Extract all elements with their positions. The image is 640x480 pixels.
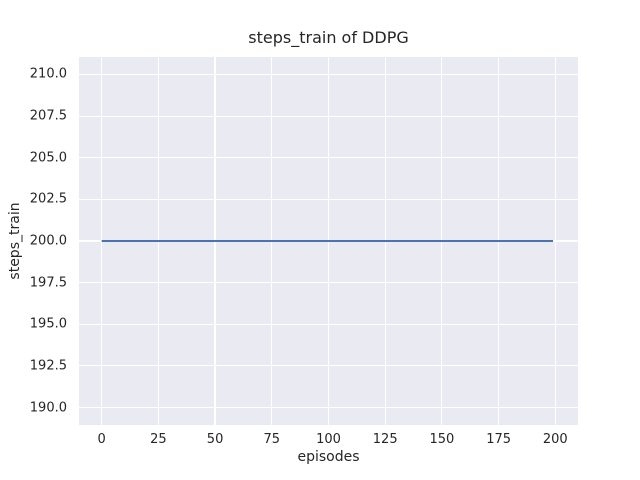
y-tick-label: 195.0 [29,316,67,332]
chart-title: steps_train of DDPG [248,28,409,47]
y-tick-label: 205.0 [29,150,67,166]
x-tick-label: 175 [486,432,512,447]
x-tick-label: 100 [316,432,341,447]
y-tick-label: 202.5 [29,191,67,207]
v-gridline [101,57,103,425]
y-tick-label: 190.0 [29,400,67,416]
y-tick-label: 197.5 [29,275,67,291]
x-axis-label: episodes [297,449,360,465]
x-tick-label: 75 [263,432,281,447]
x-tick-label: 0 [97,432,106,447]
plot-area [79,57,578,425]
x-tick-label: 25 [150,432,167,447]
x-tick-label: 200 [542,432,568,447]
x-tick-label: 50 [206,432,224,447]
y-tick-label: 210.0 [29,66,67,82]
series-layer [101,240,554,242]
y-tick-label: 200.0 [29,233,67,249]
x-tick-label: 150 [429,432,455,447]
v-gridline [554,57,556,425]
y-tick-label: 192.5 [29,358,67,374]
y-tick-label: 207.5 [29,108,67,124]
x-tick-label: 125 [372,432,398,447]
